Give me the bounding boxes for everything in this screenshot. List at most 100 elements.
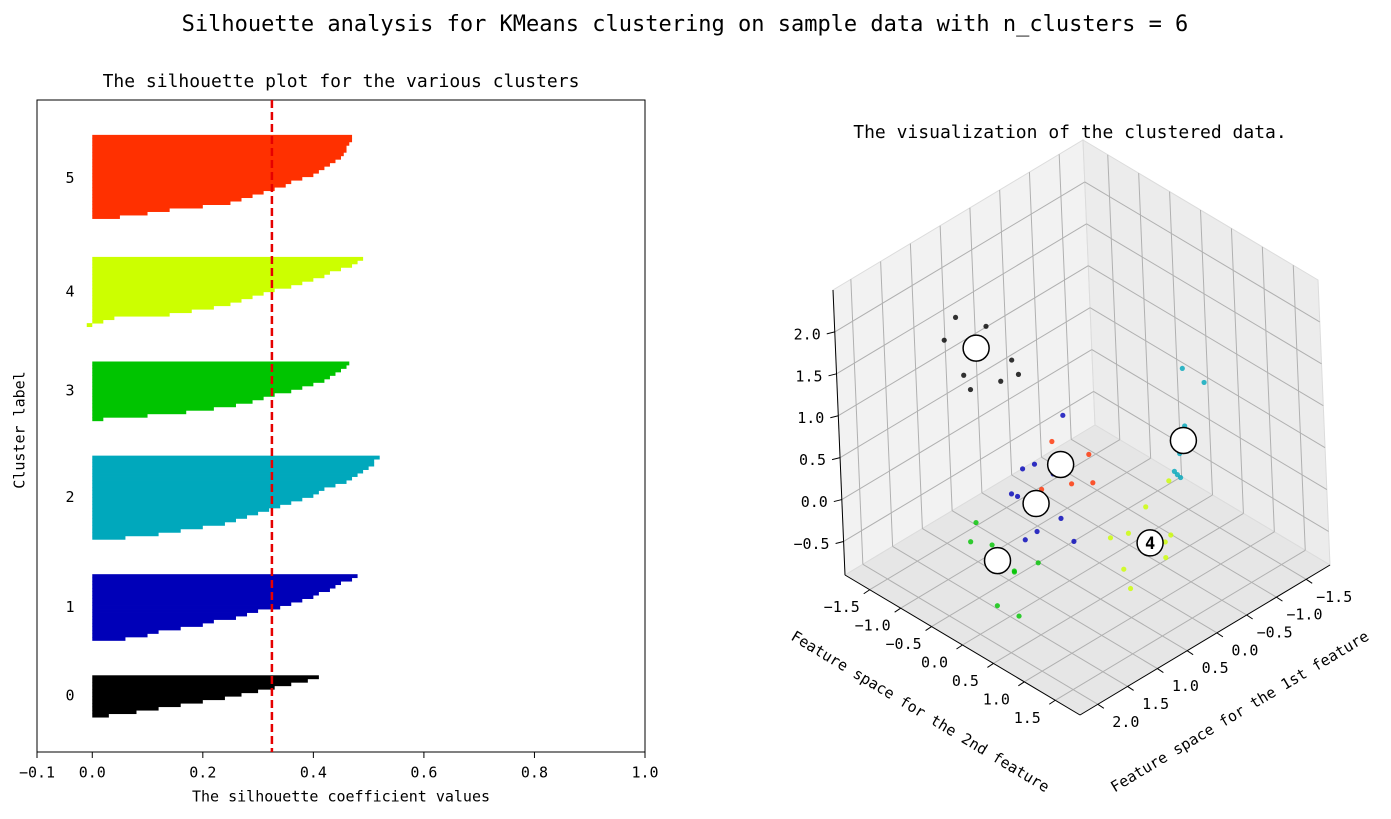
silhouette-bar: [92, 180, 292, 185]
y-tick: [925, 626, 932, 631]
x-tick: [1127, 686, 1134, 691]
silhouette-bar: [92, 364, 347, 369]
cluster-center: [1136, 529, 1164, 557]
x-tick: [1186, 650, 1194, 656]
silhouette-bar: [92, 319, 104, 324]
left-title: The silhouette plot for the various clus…: [103, 71, 580, 92]
z-tick-label: 0.5: [799, 451, 826, 469]
grid-line: [962, 494, 1213, 646]
point: [994, 603, 1000, 609]
silhouette-bar: [92, 208, 170, 212]
x-tick-label: 0.4: [300, 764, 327, 782]
grid-line: [880, 261, 894, 547]
point: [1086, 451, 1092, 457]
silhouette-bar: [92, 274, 325, 279]
silhouette-bar: [92, 469, 364, 474]
silhouette-bar: [92, 581, 341, 586]
y-tick: [1018, 681, 1025, 687]
silhouette-bar: [92, 134, 353, 139]
silhouette-bar: [92, 602, 292, 606]
silhouette-bar: [92, 528, 181, 533]
point: [1058, 515, 1064, 521]
silhouette-bar: [92, 521, 225, 526]
point: [1016, 613, 1022, 619]
silhouette-bar: [92, 417, 104, 422]
x-tick: [1097, 703, 1105, 709]
silhouette-bar: [92, 487, 325, 491]
point: [1009, 357, 1015, 363]
silhouette-bar: [92, 605, 281, 610]
grid-line: [841, 349, 1093, 500]
y-tick: [956, 644, 963, 650]
y-axis-line: [844, 574, 1081, 716]
silhouette-bar: [92, 295, 253, 300]
silhouette-bar: [92, 532, 159, 537]
silhouette-bar: [92, 399, 253, 404]
silhouette-bar: [92, 403, 236, 408]
silhouette-bar: [92, 518, 236, 523]
silhouette-bar: [92, 187, 275, 192]
silhouette-bar: [92, 535, 126, 540]
silhouette-bar: [92, 410, 187, 415]
y-tick-label: −1.5: [824, 598, 860, 616]
x-tick-label: 1.0: [1172, 677, 1199, 695]
point: [1179, 365, 1185, 372]
silhouette-bar: [92, 675, 319, 680]
grid-line: [843, 391, 1094, 542]
x-tick-label: 0.0: [1231, 641, 1258, 659]
silhouette-bar: [92, 616, 236, 620]
silhouette-bar: [92, 267, 341, 272]
grid-line: [1084, 181, 1321, 323]
cluster-center: [1046, 450, 1075, 479]
silhouette-bar: [92, 305, 214, 310]
point: [1166, 478, 1172, 484]
point: [1174, 472, 1180, 478]
silhouette-bar: [92, 622, 203, 627]
silhouette-bar: [92, 309, 192, 314]
point: [1015, 371, 1022, 377]
z-tick: [826, 331, 835, 335]
silhouette-bar: [92, 636, 126, 641]
point: [1014, 493, 1021, 500]
point: [1168, 532, 1174, 538]
y-tick-label: 0.5: [952, 672, 979, 690]
silhouette-bar: [92, 162, 330, 167]
y-tick-label: 0.0: [921, 654, 948, 672]
cluster-label: 2: [65, 488, 74, 506]
grid-line: [1024, 531, 1275, 683]
silhouette-bar: [92, 493, 314, 498]
silhouette-bar: [92, 497, 303, 502]
x-tick: [1246, 614, 1253, 620]
silhouette-bar: [92, 277, 314, 282]
x-tick-label: 1.0: [631, 764, 658, 782]
point: [1127, 585, 1134, 592]
point: [1019, 466, 1026, 472]
silhouette-bar: [92, 504, 281, 509]
point: [1035, 560, 1041, 566]
z-tick-label: 1.5: [795, 367, 822, 385]
silhouette-bar: [92, 173, 314, 178]
grid-line: [836, 223, 1087, 375]
silhouette-bar: [92, 584, 336, 589]
cluster-center: [962, 334, 990, 362]
cluster-label: 5: [65, 169, 74, 187]
silhouette-bar: [92, 706, 159, 711]
silhouette-bar: [92, 169, 319, 174]
grid-line: [939, 225, 953, 511]
silhouette-bar: [92, 619, 214, 624]
silhouette-bar: [92, 389, 292, 394]
silhouette-bar: [92, 710, 137, 715]
silhouette-bar: [92, 511, 259, 516]
silhouette-bar: [92, 204, 203, 209]
z-tick: [831, 457, 841, 461]
point: [1143, 504, 1149, 510]
x-tick-label: 2.0: [1112, 713, 1139, 731]
point: [998, 378, 1004, 384]
silhouette-bar: [92, 284, 292, 289]
grid-line: [909, 243, 923, 529]
grid-line: [993, 512, 1244, 664]
silhouette-bar: [92, 260, 358, 265]
silhouette-bar: [92, 256, 364, 261]
point: [961, 372, 967, 378]
